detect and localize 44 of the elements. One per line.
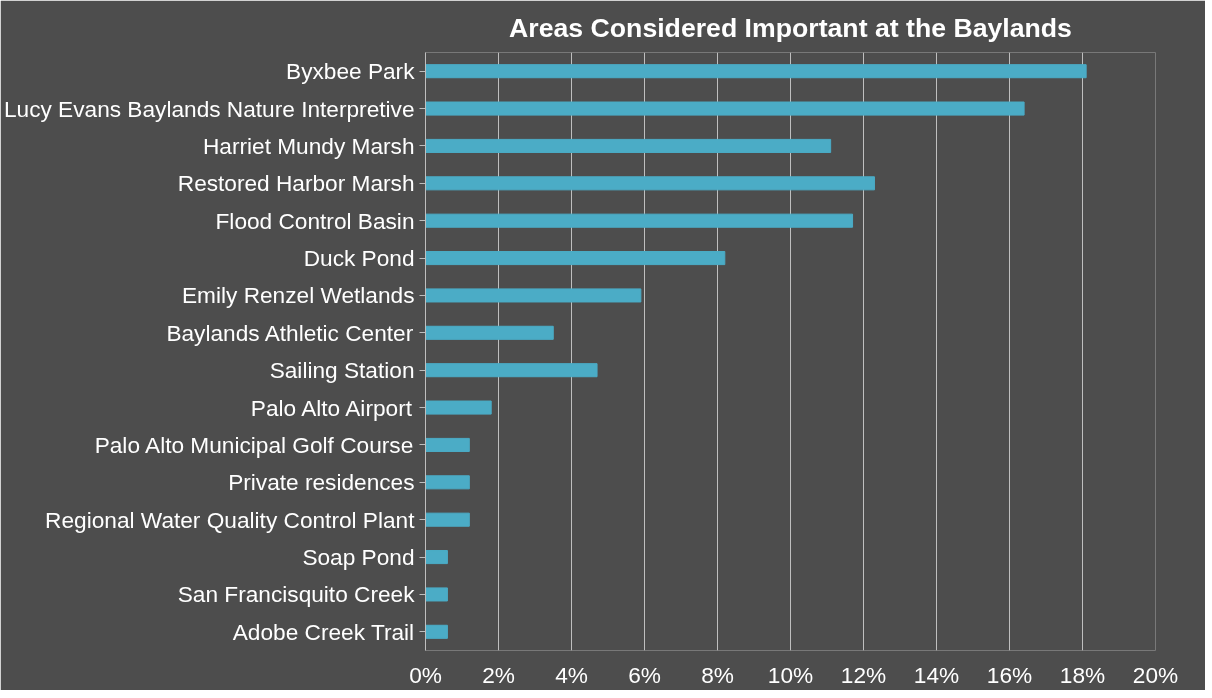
y-tick-label: San Francisquito Creek: [177, 581, 416, 608]
bar: [425, 475, 470, 490]
x-tick-label: 4%: [555, 661, 588, 688]
y-tick-label: Palo Alto Airport: [250, 394, 413, 421]
bar: [425, 400, 492, 415]
bar: [425, 550, 448, 565]
bar: [425, 437, 470, 452]
bar: [425, 101, 1025, 116]
y-tick-label: Flood Control Basin: [215, 207, 415, 234]
x-tick-label: 12%: [840, 661, 887, 688]
y-tick-label: Byxbee Park: [286, 58, 416, 85]
x-tick-label: 0%: [409, 661, 442, 688]
x-tick-label: 14%: [913, 661, 960, 688]
bar: [425, 213, 854, 228]
y-tick-label: Harriet Mundy Marsh: [202, 132, 415, 159]
x-tick-label: 18%: [1059, 661, 1106, 688]
x-tick-label: 20%: [1132, 661, 1179, 688]
y-tick-label: Adobe Creek Trail: [232, 618, 415, 645]
bar: [425, 587, 448, 602]
bar: [425, 138, 832, 153]
bar: [425, 512, 470, 527]
bar: [425, 624, 448, 639]
bar: [425, 64, 1087, 79]
bar: [425, 288, 642, 303]
y-tick-label: Emily Renzel Wetlands: [181, 282, 415, 309]
x-tick-label: 2%: [482, 661, 515, 688]
y-tick-label: Restored Harbor Marsh: [177, 170, 415, 197]
x-tick-label: 10%: [767, 661, 814, 688]
bar: [425, 325, 554, 340]
chart-title: Areas Considered Important at the Baylands: [509, 12, 1072, 43]
bar: [425, 363, 598, 378]
x-tick-label: 6%: [628, 661, 661, 688]
y-tick-label: Duck Pond: [303, 245, 415, 272]
y-tick-label: Lucy Evans Baylands Nature Interpretive: [3, 95, 415, 122]
y-tick-label: Palo Alto Municipal Golf Course: [94, 431, 414, 458]
y-tick-label: Baylands Athletic Center: [166, 319, 414, 346]
bar: [425, 251, 726, 266]
y-tick-label: Sailing Station: [269, 357, 415, 384]
x-tick-label: 8%: [701, 661, 734, 688]
x-tick-label: 16%: [986, 661, 1033, 688]
bar: [425, 176, 875, 191]
y-tick-label: Private residences: [228, 469, 415, 496]
y-tick-label: Regional Water Quality Control Plant: [45, 506, 416, 533]
y-tick-label: Soap Pond: [302, 544, 415, 571]
